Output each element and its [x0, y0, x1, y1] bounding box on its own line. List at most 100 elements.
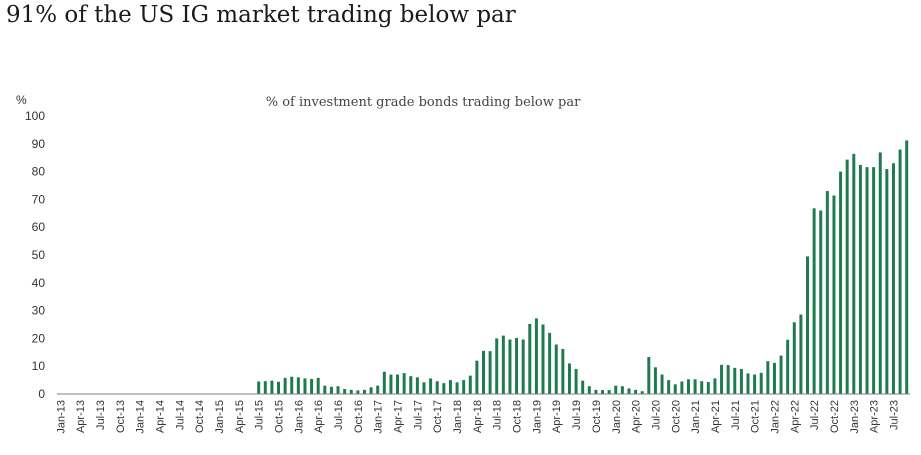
x-tick-label: Apr-17: [393, 400, 405, 433]
bar: [515, 337, 519, 394]
x-tick-label: Jul-20: [650, 400, 662, 430]
y-tick-label: 90: [32, 137, 46, 151]
y-tick-label: 100: [25, 109, 45, 123]
bar: [442, 383, 446, 394]
bar: [627, 388, 631, 394]
bar: [634, 389, 638, 394]
bar: [786, 339, 790, 394]
bar: [746, 373, 750, 394]
bar: [369, 387, 373, 394]
bar: [581, 380, 585, 394]
bar: [680, 381, 684, 394]
bar: [594, 389, 598, 394]
x-tick-label: Jan-23: [849, 400, 861, 434]
x-tick-label: Jul-18: [492, 400, 504, 430]
bar: [667, 380, 671, 394]
page-title: 91% of the US IG market trading below pa…: [6, 2, 516, 28]
bar: [257, 381, 261, 394]
x-tick-label: Jul-14: [174, 400, 186, 430]
bar: [673, 384, 677, 394]
bar: [376, 385, 380, 394]
bar: [277, 381, 281, 394]
bar: [753, 374, 757, 394]
bar: [601, 390, 605, 394]
bar: [396, 374, 400, 394]
x-tick-label: Oct-19: [591, 400, 603, 433]
bar: [885, 169, 889, 394]
bar: [799, 314, 803, 394]
x-tick-label: Jan-22: [769, 400, 781, 434]
x-tick-label: Oct-22: [829, 400, 841, 433]
x-tick-label: Jan-18: [452, 400, 464, 434]
bar: [687, 379, 690, 394]
bar: [733, 367, 737, 394]
bar: [362, 389, 366, 394]
bar: [310, 378, 314, 394]
bar: [858, 164, 862, 394]
x-tick-label: Apr-21: [710, 400, 722, 433]
bar: [462, 380, 466, 394]
bar: [713, 378, 717, 394]
x-tick-label: Apr-19: [551, 400, 563, 433]
bar: [832, 195, 836, 394]
y-tick-label: 60: [32, 220, 46, 234]
bar: [409, 376, 413, 394]
bar: [872, 167, 876, 394]
x-tick-label: Oct-17: [432, 400, 444, 433]
x-tick-label: Apr-15: [234, 400, 246, 433]
bar: [435, 381, 439, 394]
bar: [905, 140, 909, 394]
bar: [819, 210, 823, 394]
bar: [759, 372, 763, 394]
x-tick-label: Jul-17: [412, 400, 424, 430]
bar: [660, 374, 664, 394]
bar: [541, 324, 545, 394]
bar: [726, 365, 730, 394]
bar: [845, 159, 849, 394]
bar: [852, 153, 856, 394]
x-tick-label: Jan-14: [135, 400, 147, 434]
bar: [448, 380, 452, 394]
bar: [561, 348, 565, 394]
x-tick-label: Jul-19: [571, 400, 583, 430]
bar: [607, 390, 611, 394]
x-tick-label: Jan-16: [293, 400, 305, 434]
x-tick-label: Apr-22: [789, 400, 801, 433]
bar: [587, 386, 591, 394]
x-tick-label: Jul-15: [254, 400, 266, 430]
bar: [700, 381, 704, 394]
bar: [343, 389, 347, 394]
bar: [329, 386, 333, 394]
bar: [356, 390, 360, 394]
bar: [508, 339, 512, 394]
y-tick-label: 0: [38, 387, 45, 401]
bar: [455, 382, 459, 394]
y-tick-label: 70: [32, 192, 46, 206]
bar: [429, 378, 433, 394]
bar: [316, 377, 320, 394]
y-tick-label: 10: [32, 359, 46, 373]
x-axis: Jan-13 Apr-13 Jul-13 Oct-13 Jan-14 Apr-14 Jul-…: [55, 400, 900, 434]
bar: [415, 377, 419, 394]
bar: [839, 171, 843, 394]
bar: [495, 338, 499, 394]
x-tick-label: Jul-16: [333, 400, 345, 430]
bar: [779, 355, 783, 394]
y-tick-label: 80: [32, 165, 46, 179]
bar: [422, 382, 426, 394]
bar: [270, 380, 274, 394]
bar: [898, 149, 902, 394]
bar: [521, 339, 525, 394]
y-tick-label: 30: [32, 304, 46, 318]
bar: [720, 364, 724, 394]
y-tick-label: 20: [32, 331, 46, 345]
chart-title: % of investment grade bonds trading belo…: [266, 95, 581, 110]
y-tick-label: 40: [32, 276, 46, 290]
bar: [283, 377, 287, 394]
bar: [825, 191, 829, 394]
x-tick-label: Jul-22: [809, 400, 821, 430]
bar: [693, 379, 697, 394]
bar: [402, 373, 406, 394]
x-tick-label: Oct-14: [194, 400, 206, 433]
